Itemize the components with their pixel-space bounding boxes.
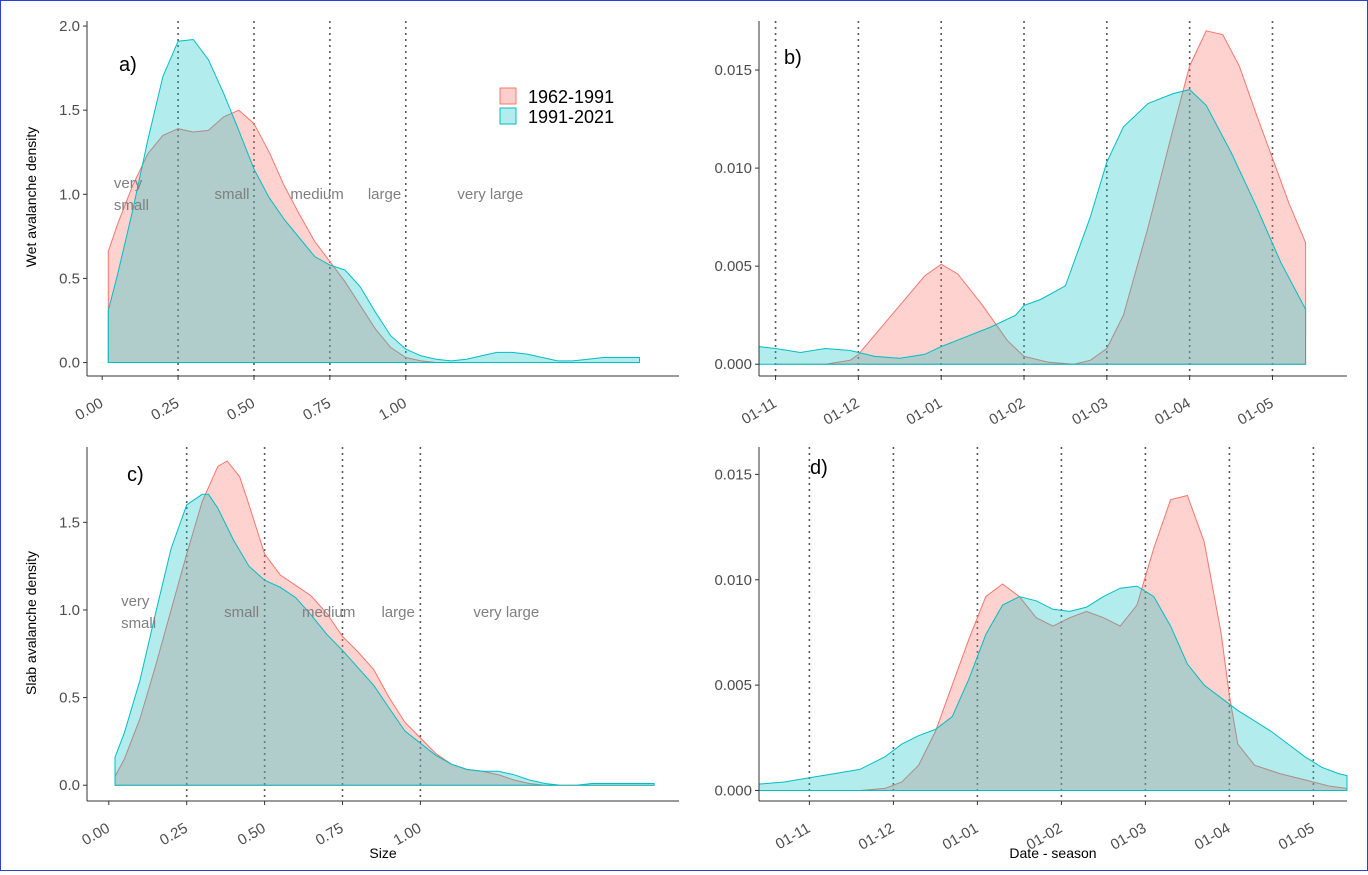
size-class-label: very	[114, 175, 143, 192]
x-axis-title-date: Date - season	[1009, 845, 1096, 861]
size-class-label: large	[368, 186, 401, 203]
x-tick-label: 1.00	[376, 395, 410, 424]
x-tick-label: 01-01	[903, 395, 945, 429]
density-area-1991-2021	[758, 585, 1348, 791]
size-class-label: very large	[457, 186, 523, 203]
legend: 1962-1991 1991-2021	[499, 87, 614, 127]
x-tick-label: 0.50	[235, 820, 269, 849]
density-area-1962-1991	[107, 109, 438, 364]
density-area-1991-2021	[114, 493, 655, 786]
y-tick-label: 0.005	[714, 677, 752, 694]
size-class-label: small	[121, 615, 156, 632]
x-tick-label: 01-11	[773, 820, 814, 853]
y-tick-label: 0.0	[59, 355, 80, 372]
y-tick-label: 0.0	[59, 777, 80, 794]
x-tick-label: 01-05	[1276, 820, 1318, 854]
x-tick-label: 0.25	[157, 820, 191, 849]
panel-c: 0.00.51.01.50.00 0.25 0.50 0.75 1.00verysmal…	[59, 447, 679, 849]
x-tick-label: 0.25	[148, 395, 182, 424]
panel-label-c: c)	[127, 464, 144, 486]
legend-swatch-1962-1991	[499, 87, 517, 105]
x-tick-label: 01-01	[940, 820, 982, 854]
panel-label-d: d)	[810, 457, 828, 479]
legend-label-1991-2021: 1991-2021	[528, 107, 614, 127]
panel-label-a: a)	[119, 54, 137, 76]
panel-b: 0.000 0.005 0.010 0.015 01-11 01-12 01-01 01-02…	[714, 21, 1347, 429]
y-tick-label: 1.5	[59, 102, 80, 119]
y-tick-label: 1.5	[59, 514, 80, 531]
panel-label-b: b)	[784, 47, 802, 69]
size-class-label: small	[114, 197, 149, 214]
y-tick-label: 0.010	[714, 572, 752, 589]
y-axis-title-slab: Slab avalanche density	[23, 551, 39, 695]
x-tick-label: 01-12	[821, 395, 863, 429]
y-tick-label: 0.000	[714, 782, 752, 799]
y-tick-label: 0.5	[59, 690, 80, 707]
size-class-label: large	[381, 604, 414, 621]
x-tick-label: 01-03	[1108, 820, 1150, 854]
x-tick-label: 0.00	[72, 395, 106, 424]
density-area-1991-2021	[758, 89, 1307, 365]
size-class-label: small	[215, 186, 250, 203]
panel-a: 0.0 0.5 1.0 1.5 2.0 0.00 0.25 0.50 0.75 1.00 very s…	[59, 18, 679, 424]
size-class-label: medium	[302, 604, 355, 621]
x-tick-label: 01-04	[1152, 395, 1194, 429]
x-tick-label: 0.00	[79, 820, 113, 849]
y-tick-label: 0.5	[59, 270, 80, 287]
x-tick-label: 01-11	[739, 395, 780, 428]
y-tick-label: 0.010	[714, 160, 752, 177]
y-tick-label: 0.015	[714, 62, 752, 79]
y-tick-label: 2.0	[59, 18, 80, 35]
y-axis-title-wet: Wet avalanche density	[23, 127, 39, 268]
x-tick-label: 01-05	[1235, 395, 1277, 429]
density-area-1991-2021	[107, 38, 641, 364]
y-tick-label: 0.000	[714, 356, 752, 373]
x-tick-label: 01-03	[1069, 395, 1111, 429]
size-class-label: medium	[290, 186, 343, 203]
size-class-label: very	[121, 593, 150, 610]
legend-swatch-1991-2021	[499, 107, 517, 125]
x-tick-label: 01-12	[856, 820, 898, 854]
size-class-label: very large	[473, 604, 539, 621]
x-tick-label: 01-04	[1192, 820, 1234, 854]
y-tick-label: 0.005	[714, 258, 752, 275]
y-tick-label: 1.0	[59, 602, 80, 619]
size-class-label: small	[224, 604, 259, 621]
y-tick-label: 0.015	[714, 466, 752, 483]
x-tick-label: 01-02	[986, 395, 1028, 429]
x-tick-label: 0.75	[300, 395, 334, 424]
y-tick-label: 1.0	[59, 186, 80, 203]
x-tick-label: 0.75	[313, 820, 347, 849]
density-area-1962-1991	[766, 494, 1348, 791]
x-axis-title-size: Size	[369, 845, 396, 861]
x-tick-label: 0.50	[224, 395, 258, 424]
legend-label-1962-1991: 1962-1991	[528, 87, 614, 107]
